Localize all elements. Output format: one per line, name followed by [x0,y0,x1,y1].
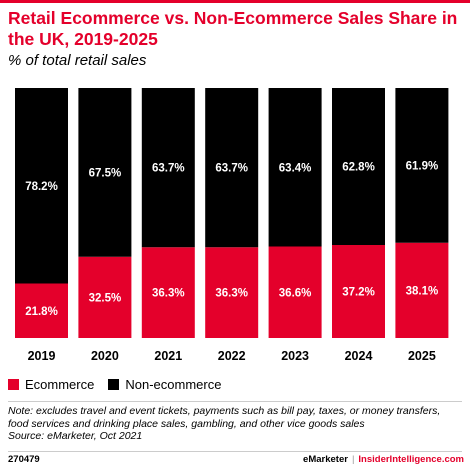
bar-ecommerce-2021 [141,247,195,338]
chart-id: 270479 [8,454,40,465]
data-label-ecommerce-2025: 38.1% [406,285,439,297]
data-label-ecommerce-2023: 36.6% [279,287,312,299]
data-label-ecommerce-2019: 21.8% [25,306,58,318]
bar-non-ecommerce-2019 [15,88,68,284]
chart-subtitle: % of total retail sales [8,52,147,69]
brand-separator: | [351,454,355,465]
bar-ecommerce-2025 [395,242,449,338]
bar-non-ecommerce-2024 [332,88,385,245]
data-label-non-ecommerce-2023: 63.4% [279,162,312,174]
x-tick-label-2024: 2024 [345,349,373,363]
bar-ecommerce-2022 [205,247,259,338]
x-tick-label-2021: 2021 [154,349,182,363]
stacked-bar-chart: 21.8% 78.2% 2019 32.5% 67.5% 2020 36.3% 63.7% 20… [15,88,449,363]
data-label-ecommerce-2021: 36.3% [152,288,185,300]
accent-bar [0,0,470,3]
x-tick-label-2025: 2025 [408,349,436,363]
brand-site: InsiderIntelligence.com [358,454,464,465]
brand-name: eMarketer [303,454,348,465]
legend-label-ecommerce: Ecommerce [25,376,95,392]
chart-note: Note: excludes travel and event tickets,… [8,405,464,443]
bar-non-ecommerce-2025 [395,88,449,243]
data-label-non-ecommerce-2025: 61.9% [406,160,439,172]
data-label-non-ecommerce-2021: 63.7% [152,163,185,175]
x-tick-label-2022: 2022 [218,349,246,363]
legend-swatch-non-ecommerce [108,378,120,390]
chart-legend: Ecommerce Non-ecommerce [8,376,235,392]
note-divider [8,401,462,402]
x-tick-label-2023: 2023 [281,349,309,363]
legend-item-non-ecommerce: Non-ecommerce [108,377,221,392]
data-label-non-ecommerce-2022: 63.7% [215,163,248,175]
bar-non-ecommerce-2020 [78,88,132,257]
legend-swatch-ecommerce [8,378,19,390]
data-label-ecommerce-2022: 36.3% [215,288,248,300]
bar-ecommerce-2024 [332,245,385,338]
footer-brand: eMarketer | InsiderIntelligence.com [303,454,464,465]
bar-non-ecommerce-2021 [141,88,195,248]
legend-label-non-ecommerce: Non-ecommerce [125,376,222,392]
x-tick-label-2019: 2019 [28,349,56,363]
data-label-non-ecommerce-2019: 78.2% [25,181,58,193]
data-label-ecommerce-2020: 32.5% [89,292,122,304]
note-line-2: food services and drinking place sales, … [8,417,365,430]
footer-divider [8,451,462,452]
bar-ecommerce-2023 [268,246,322,338]
chart-title: Retail Ecommerce vs. Non-Ecommerce Sales… [8,8,458,49]
data-label-non-ecommerce-2024: 62.8% [342,162,375,174]
x-tick-label-2020: 2020 [91,349,119,363]
note-line-1: Note: excludes travel and event tickets,… [8,405,441,417]
bar-non-ecommerce-2023 [268,88,322,247]
bar-ecommerce-2020 [78,256,132,338]
data-label-non-ecommerce-2020: 67.5% [89,167,122,179]
bar-non-ecommerce-2022 [205,88,259,248]
legend-item-ecommerce: Ecommerce [8,377,94,392]
bar-ecommerce-2019 [15,283,68,338]
data-label-ecommerce-2024: 37.2% [342,287,375,299]
note-source: Source: eMarketer, Oct 2021 [8,430,143,443]
